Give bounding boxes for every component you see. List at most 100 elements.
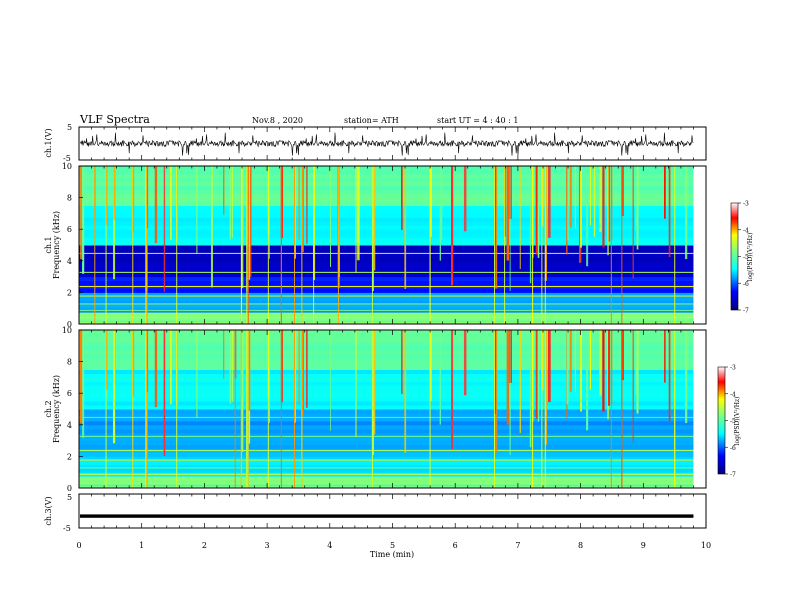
sferic-burst xyxy=(494,330,497,415)
sferic-burst xyxy=(298,166,300,241)
narrowband-line xyxy=(79,450,694,452)
frequency-tick-label: 0 xyxy=(67,320,72,329)
colorbar-tick-label: -6 xyxy=(743,281,749,288)
spectrogram-band xyxy=(79,357,694,363)
sferic-burst xyxy=(580,166,582,248)
sferic-burst xyxy=(529,166,532,284)
sferic-burst xyxy=(373,330,376,435)
sferic-burst xyxy=(176,166,178,324)
frequency-tick-label: 6 xyxy=(67,389,72,398)
sferic-burst xyxy=(451,330,454,450)
sferic-burst xyxy=(298,330,300,405)
spectrogram-band xyxy=(79,173,694,179)
narrowband-line xyxy=(79,473,694,475)
time-tick-label: 4 xyxy=(327,541,332,550)
sferic-burst xyxy=(574,330,576,393)
narrowband-line xyxy=(79,271,694,273)
sferic-burst xyxy=(371,330,373,488)
sferic-burst xyxy=(506,166,510,261)
ch2-spectrogram-ylabel-channel: ch.2 xyxy=(44,400,53,417)
spectrogram-band xyxy=(79,316,694,321)
time-tick-label: 7 xyxy=(515,541,520,550)
spectrogram-band xyxy=(79,241,694,246)
ch2-colorbar: -3 -4 -5 -6 -7 log(PSD)(V²/Hz) xyxy=(717,365,741,479)
start-time-label: start UT = 4 : 40 : 1 xyxy=(437,116,518,125)
narrowband-line xyxy=(79,286,694,288)
sferic-burst xyxy=(247,166,249,324)
spectrogram-band xyxy=(79,377,694,382)
sferic-burst xyxy=(632,166,634,279)
sferic-burst xyxy=(146,166,148,324)
narrowband-line xyxy=(79,320,694,322)
sferic-burst xyxy=(145,166,147,324)
sferic-burst xyxy=(170,330,172,405)
sferic-burst xyxy=(80,330,83,424)
spectrogram-band xyxy=(79,397,694,402)
sferic-burst xyxy=(429,166,431,324)
colorbar-tick-label: -7 xyxy=(743,308,749,315)
sferic-burst xyxy=(621,166,624,217)
spectrogram-band xyxy=(79,292,694,297)
sferic-burst xyxy=(267,166,269,324)
sferic-burst xyxy=(404,166,407,289)
sferic-burst xyxy=(541,330,544,391)
sferic-burst xyxy=(541,330,543,488)
spectrogram-band xyxy=(79,225,694,230)
sferic-burst xyxy=(566,166,568,255)
sferic-burst xyxy=(463,166,467,232)
ch2-colorbar-label: log(PSD)(V²/Hz) xyxy=(734,397,741,446)
spectrogram-band xyxy=(79,452,694,457)
colorbar-tick-label: -5 xyxy=(743,254,749,261)
colorbar-tick-label: -3 xyxy=(743,201,749,208)
colorbar-tick-label: -5 xyxy=(730,418,736,425)
sferic-burst xyxy=(112,330,116,444)
spectrogram-band xyxy=(79,268,694,274)
sferic-burst xyxy=(223,166,225,215)
sferic-burst xyxy=(280,166,282,324)
sferic-burst xyxy=(210,166,214,288)
spectrogram-band xyxy=(79,480,694,485)
spectrogram-band xyxy=(79,428,694,434)
sferic-burst xyxy=(566,166,569,241)
sferic-burst xyxy=(280,330,283,403)
ch3-waveform-panel: 5 -5 ch.3(V) xyxy=(44,493,707,533)
frequency-tick-label: 0 xyxy=(67,484,72,493)
sferic-burst xyxy=(566,330,569,405)
frequency-tick-label: 8 xyxy=(67,358,72,367)
spectrogram-band xyxy=(79,365,694,370)
sferic-burst xyxy=(586,330,589,431)
spectrogram-band xyxy=(79,349,694,355)
sferic-burst xyxy=(589,330,591,390)
sferic-burst xyxy=(636,330,639,414)
sferic-burst xyxy=(373,166,376,271)
ch1-colorbar-label: log(PSD)(V²/Hz) xyxy=(747,233,754,282)
sferic-burst xyxy=(509,166,511,291)
spectrogram-band xyxy=(79,181,694,187)
spectrogram-band xyxy=(79,393,694,398)
ch2-spectrogram-panel: 0 2 4 6 8 10 ch.2 Frequency (kHz) xyxy=(44,326,707,493)
colorbar-tick-label: -4 xyxy=(743,227,749,234)
sferic-burst xyxy=(506,330,510,425)
spectrogram-band xyxy=(79,177,694,183)
ch3-ytick-bottom: -5 xyxy=(63,524,71,533)
sferic-burst xyxy=(371,166,375,292)
ch1-spectrogram-image xyxy=(79,166,694,325)
sferic-burst xyxy=(94,166,96,324)
spectrogram-band xyxy=(79,409,694,414)
sferic-burst xyxy=(301,166,304,253)
sferic-burst xyxy=(674,330,676,488)
sferic-burst xyxy=(532,166,534,324)
spectrogram-band xyxy=(79,296,694,301)
sferic-burst xyxy=(544,330,546,488)
spectrogram-band xyxy=(79,256,694,262)
sferic-burst xyxy=(293,330,295,488)
ch1-ytick-top: 5 xyxy=(67,123,72,132)
sferic-burst xyxy=(537,166,540,258)
frequency-tick-label: 2 xyxy=(67,452,72,461)
sferic-burst xyxy=(636,166,639,250)
sferic-burst xyxy=(401,330,403,394)
narrowband-line xyxy=(79,295,694,297)
sferic-burst xyxy=(154,166,158,244)
ch1-waveform-ticks xyxy=(78,127,707,160)
ch3-waveform-trace xyxy=(80,514,694,518)
